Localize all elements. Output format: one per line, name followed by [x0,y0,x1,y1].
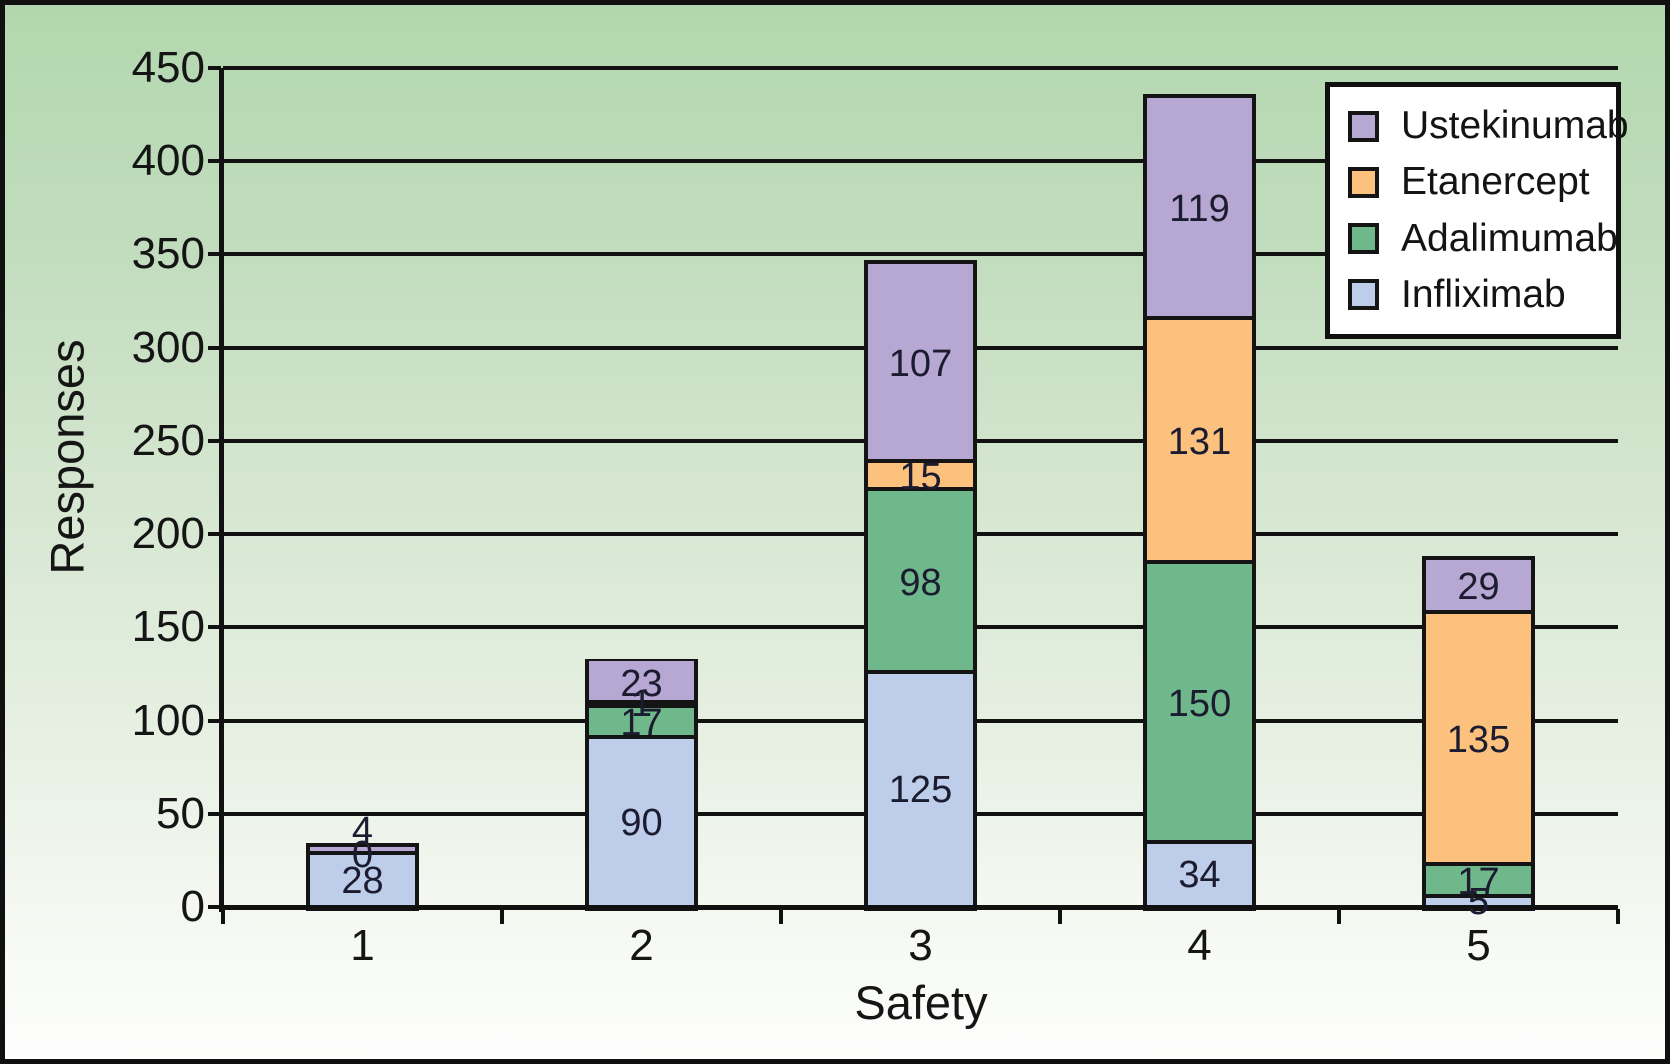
x-axis-tick [1616,909,1620,924]
bar-value-label: 4 [351,810,374,853]
y-axis-tick [208,345,221,350]
bar [1422,556,1535,911]
bar-value-label: 15 [899,456,942,499]
y-tick-label: 400 [131,136,205,186]
legend-label: Infliximab [1401,272,1566,316]
bar-value-label: 0 [351,833,374,876]
bar-value-label: 17 [1457,860,1500,903]
bar-segment-ustekinumab [868,263,973,464]
bar-segment-ustekinumab [1147,97,1252,320]
y-axis-tick [208,625,221,630]
bar-segment-ustekinumab [1426,560,1531,615]
gridline [223,66,1618,70]
legend-item-ustekinumab: Ustekinumab [1330,105,1629,147]
bar-value-label: 135 [1446,719,1511,762]
y-axis-tick [208,811,221,816]
legend-label: Adalimumab [1401,216,1618,260]
legend-swatch-infliximab [1348,279,1379,311]
bar [306,843,419,911]
bar-segment-etanercept [1147,319,1252,564]
bar-value-label: 150 [1167,682,1232,725]
y-tick-label: 150 [131,602,205,652]
bar-segment-infliximab [1426,897,1531,907]
legend-swatch-ustekinumab [1348,110,1379,142]
bar-value-label: 5 [1467,881,1490,924]
y-axis-tick [208,159,221,164]
y-tick-label: 300 [131,322,205,372]
bar-segment-adalimumab [1147,563,1252,844]
bar-value-label: 29 [1457,566,1500,609]
x-axis-tick [500,909,504,924]
y-axis-tick [208,252,221,257]
bar-value-label: 17 [620,702,663,745]
y-tick-label: 200 [131,509,205,559]
y-axis-line [219,68,224,912]
bar-segment-etanercept [589,703,694,708]
x-category-label: 2 [629,921,654,970]
x-axis-tick [1058,909,1062,924]
bar-segment-ustekinumab [310,847,415,855]
y-tick-label: 0 [180,882,205,931]
bar-segment-adalimumab [1426,865,1531,898]
y-axis-tick [208,532,221,537]
bar-value-label: 28 [341,859,384,902]
y-tick-label: 50 [156,788,205,838]
bar-segment-ustekinumab [589,660,694,704]
bar [1143,93,1256,911]
y-tick-label: 450 [131,43,205,92]
x-category-label: 5 [1466,921,1491,970]
bar-value-label: 34 [1178,854,1221,897]
bar-value-label: 119 [1169,187,1230,230]
legend-swatch-adalimumab [1348,223,1379,255]
legend-swatch-etanercept [1348,166,1379,198]
bar-value-label: 131 [1167,420,1232,463]
bar-segment-infliximab [868,673,973,907]
legend-item-adalimumab: Adalimumab [1330,216,1618,260]
legend-item-etanercept: Etanercept [1330,161,1616,203]
bar-segment-infliximab [1147,843,1252,907]
legend-item-infliximab: Infliximab [1330,272,1616,316]
x-axis-tick [221,909,225,924]
gridline [223,159,1618,164]
y-axis-tick [208,718,221,723]
y-axis-tick [208,66,221,70]
bar-value-label: 1 [630,682,653,725]
x-axis-line [219,905,1618,910]
bar-value-label: 125 [888,769,953,812]
legend-label: Ustekinumab [1401,104,1629,148]
legend-label: Etanercept [1401,160,1590,204]
x-category-label: 3 [908,921,933,970]
x-category-label: 1 [350,921,375,970]
x-axis-tick [1337,909,1341,924]
legend: Ustekinumab Etanercept Adalimumab Inflixima… [1325,82,1629,339]
x-category-label: 4 [1187,921,1212,970]
bar-segment-etanercept [868,463,973,492]
bar-segment-adalimumab [868,491,973,674]
bar [864,259,977,911]
y-axis-tick [208,905,221,909]
y-axis-tick [208,438,221,443]
bar-value-label: 90 [620,802,663,845]
bar-value-label: 23 [620,663,663,706]
x-axis-title: Safety [854,976,988,1029]
x-axis-tick [779,909,783,924]
bar-segment-infliximab [589,739,694,907]
bar-segment-infliximab [310,854,415,907]
gridline [223,252,1618,257]
bar-value-label: 107 [888,342,953,385]
y-tick-label: 350 [131,229,205,279]
y-tick-label: 250 [131,415,205,465]
y-tick-label: 100 [131,695,205,745]
bar-value-label: 98 [899,561,942,604]
bar-segment-adalimumab [589,707,694,740]
bar-segment-etanercept [1426,614,1531,866]
